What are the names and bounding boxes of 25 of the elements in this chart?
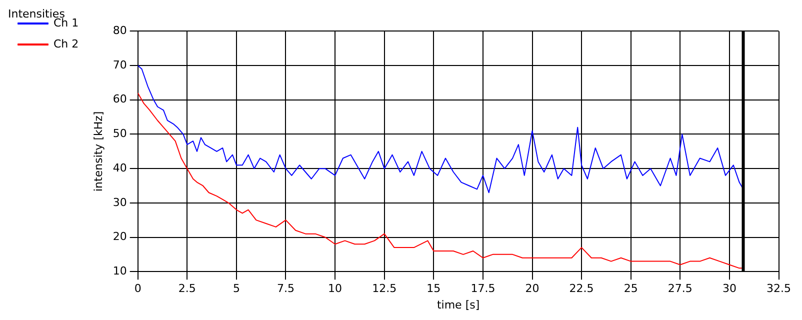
x-tick-label: 20 [525,282,540,296]
x-tick-label: 12.5 [372,282,397,296]
x-tick-label: 30 [722,282,736,296]
y-tick-label: 60 [112,92,127,106]
x-tick-label: 32.5 [766,282,792,296]
x-tick-label: 7.5 [276,282,294,296]
x-tick-label: 15 [426,282,441,296]
x-tick-label: 25 [624,282,638,296]
x-tick-label: 27.5 [668,282,692,296]
y-axis-title: intensity [kHz] [92,111,106,192]
y-tick-label: 10 [112,264,127,278]
x-tick-label: 22.5 [569,282,594,296]
x-tick-label: 10 [328,282,342,296]
x-tick-label: 0 [134,282,142,296]
x-tick-label: 17.5 [470,282,496,296]
y-tick-label: 50 [112,127,127,140]
y-tick-label: 40 [112,161,127,174]
y-tick-label: 20 [112,230,127,244]
x-tick-label: 5 [232,282,240,296]
y-tick-label: 70 [112,58,127,72]
x-tick-label: 2.5 [178,282,196,296]
y-tick-label: 80 [112,24,127,38]
y-tick-label: 30 [112,196,127,209]
legend-label: Ch 2 [54,37,79,50]
x-axis-title: time [s] [436,298,480,312]
